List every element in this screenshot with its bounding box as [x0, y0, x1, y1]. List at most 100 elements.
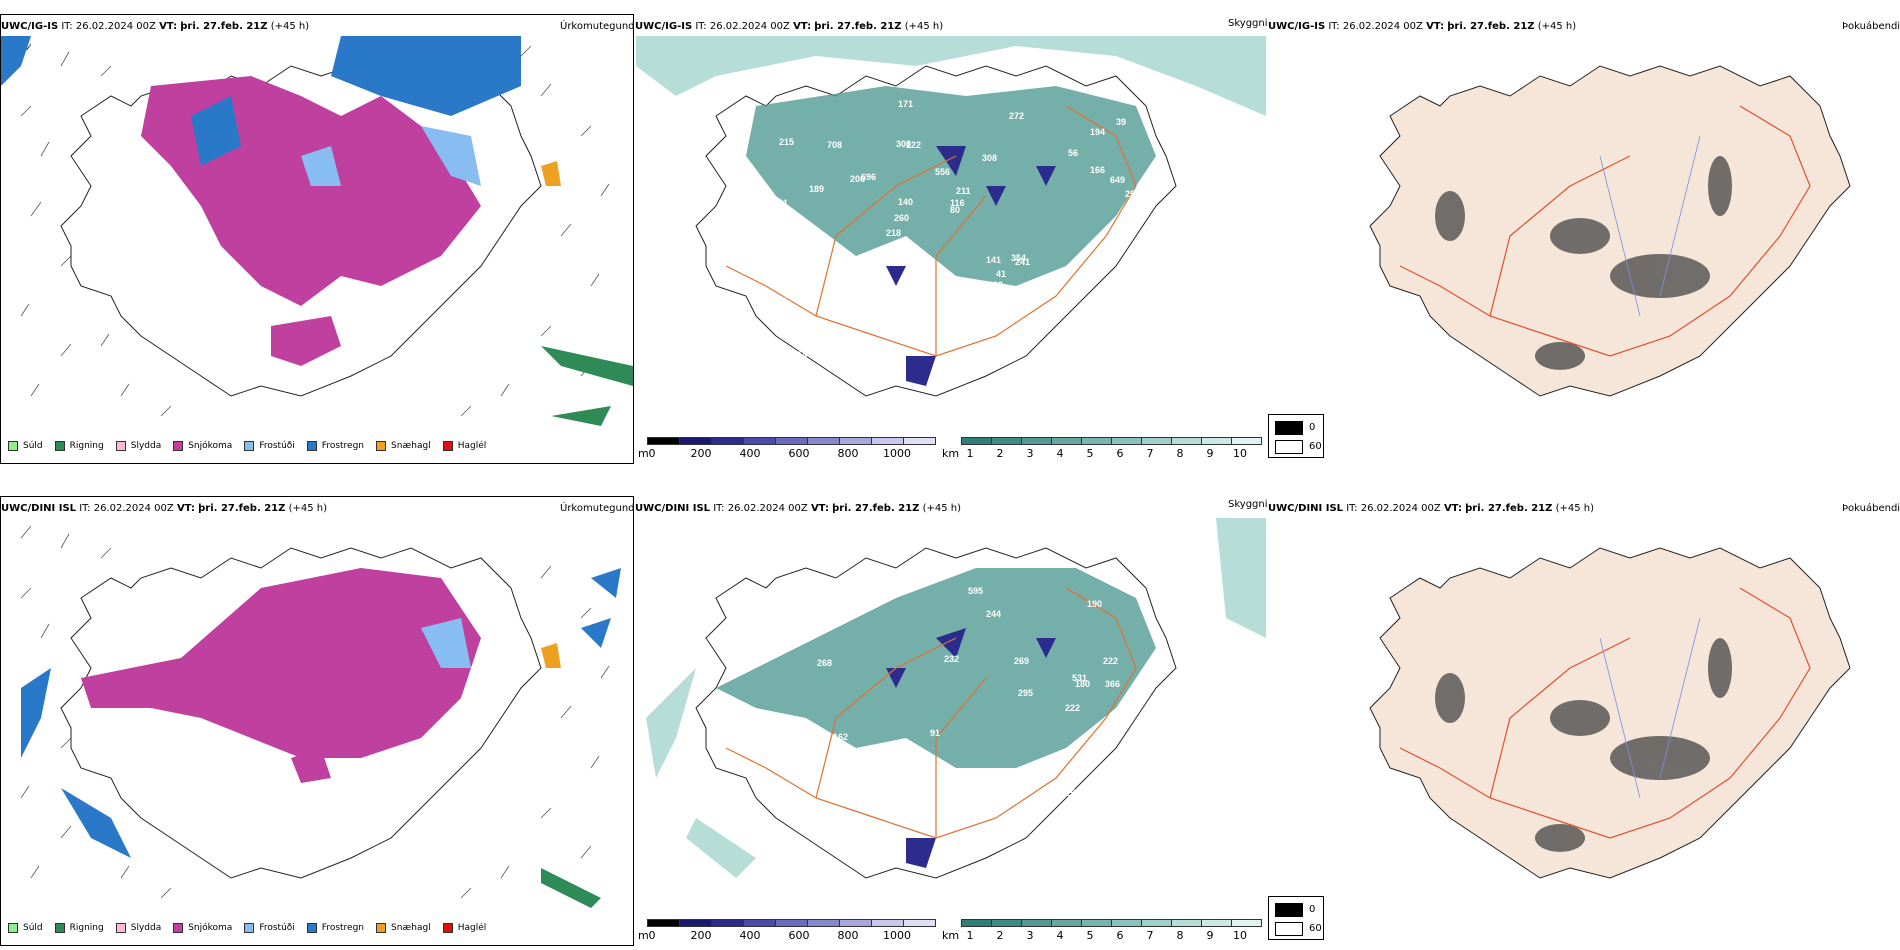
tick-label: 1 — [966, 447, 974, 460]
legend-item: Frostúði — [244, 923, 295, 933]
tick-label: 3 — [1026, 447, 1034, 460]
colorbar-segment — [1111, 437, 1142, 445]
tick-label: 9 — [1206, 447, 1214, 460]
cloudbase-label: 171 — [898, 99, 913, 109]
cloudbase-label: 166 — [1090, 165, 1105, 175]
cloudbase-label: 222 — [1065, 703, 1080, 713]
cloudbase-label: 162 — [833, 732, 848, 742]
cloudbase-ticks-row1: m 0 200 400 600 800 1000 — [634, 447, 934, 461]
fog-value: 60 — [1309, 923, 1322, 934]
cloudbase-label: 649 — [1110, 175, 1125, 185]
legend-swatch — [244, 923, 255, 933]
row1-precip-title: Úrkomutegund — [560, 21, 635, 32]
colorbar-segment — [1141, 919, 1172, 927]
cloudbase-label: 257 — [761, 351, 776, 361]
visibility-map-row1 — [636, 36, 1266, 397]
legend-item: Haglél — [442, 923, 487, 933]
fog-swatch-white — [1275, 440, 1303, 454]
legend-label: Snæhagl — [391, 441, 431, 451]
low-visibility-area — [746, 86, 1156, 286]
snowfall-south — [291, 748, 331, 783]
legend-label: Frostregn — [321, 923, 365, 933]
legend-swatch — [442, 441, 453, 451]
fog-value: 60 — [1309, 441, 1322, 452]
iceland-land — [1369, 65, 1851, 397]
fog-haze-area — [636, 36, 1266, 116]
cloudbase-colorbar-row1 — [647, 437, 936, 445]
tick-label: 8 — [1176, 929, 1184, 942]
cloudbase-label: 643 — [900, 318, 915, 328]
visibility-colorbar-row2 — [961, 919, 1262, 927]
cloudbase-label: 310 — [757, 333, 772, 343]
cloudbase-label: 190 — [1087, 599, 1102, 609]
cloudbase-label: 335 — [768, 725, 783, 735]
cloudbase-label: 94 — [1082, 752, 1092, 762]
freezing-rain-area — [1, 36, 521, 166]
legend-item: Rigning — [54, 923, 104, 933]
cloudbase-label: 118 — [858, 841, 873, 851]
cloudbase-label: 531 — [1072, 673, 1087, 683]
legend-label: Rigning — [69, 441, 104, 451]
cloudbase-label: 165 — [1079, 315, 1094, 325]
legend-swatch — [54, 923, 65, 933]
colorbar-segment — [1081, 437, 1112, 445]
cloudbase-label: 141 — [986, 255, 1001, 265]
tick-label: 1000 — [883, 929, 911, 942]
cloudbase-label: 189 — [809, 184, 824, 194]
colorbar-segment — [903, 919, 936, 927]
cloudbase-label: 111 — [828, 342, 842, 352]
fog-legend-row1: 0 60 — [1268, 414, 1324, 458]
row2-fog-title: Þokuábendi — [1842, 503, 1900, 514]
legend-swatch — [173, 923, 184, 933]
tick-label: 4 — [1056, 929, 1064, 942]
colorbar-segment — [1081, 919, 1112, 927]
tick-label: 6 — [1116, 447, 1124, 460]
fog-value: 0 — [1309, 422, 1316, 433]
freezing-drizzle-area — [421, 618, 471, 668]
cloudbase-label: 218 — [886, 228, 901, 238]
tick-label: 2 — [996, 929, 1004, 942]
legend-label: Slydda — [130, 923, 162, 933]
cloudbase-label: 206 — [850, 174, 865, 184]
legend-label: Súld — [23, 923, 43, 933]
tick-label: 3 — [1026, 929, 1034, 942]
snow-pellets-area — [541, 161, 561, 186]
legend-swatch — [306, 923, 317, 933]
cloudbase-label: 708 — [827, 140, 842, 150]
colorbar-segment — [1021, 437, 1052, 445]
cloudbase-label: 80 — [950, 205, 960, 215]
tick-label: 0 — [648, 929, 656, 942]
legend-label: Snjókoma — [188, 441, 233, 451]
colorbar-segment — [1171, 437, 1202, 445]
rivers — [1599, 135, 1701, 317]
fog-index-dark — [1435, 156, 1732, 370]
colorbar-segment — [775, 437, 808, 445]
tick-label: 400 — [739, 447, 761, 460]
cloudbase-label: 354 — [1011, 253, 1026, 263]
colorbar-segment — [1141, 437, 1172, 445]
legend-swatch — [173, 441, 184, 451]
cloudbase-label: 275 — [855, 798, 870, 808]
cloudbase-label: 260 — [894, 213, 909, 223]
row2-vis-header: UWC/DINI ISL IT: 26.02.2024 00Z VT: þri.… — [635, 503, 962, 514]
tick-label: 1000 — [883, 447, 911, 460]
legend-label: Haglél — [457, 923, 487, 933]
colorbar-segment — [1201, 919, 1232, 927]
cloudbase-label: 148 — [775, 729, 790, 739]
cloudbase-label: 39 — [1116, 117, 1126, 127]
freezing-drizzle-area — [301, 126, 481, 186]
cloudbase-label: 212 — [1053, 345, 1068, 355]
tick-label: 10 — [1233, 447, 1247, 460]
row1-vis-header: UWC/IG-IS IT: 26.02.2024 00Z VT: þri. 27… — [635, 21, 944, 32]
unit-label: m — [638, 447, 649, 460]
legend-swatch — [115, 923, 126, 933]
tick-label: 2 — [996, 447, 1004, 460]
cloudbase-label: 168 — [974, 830, 989, 840]
cloudbase-label: 48 — [775, 296, 785, 306]
legend-item: Snjókoma — [173, 441, 232, 451]
cloudbase-label: 269 — [1014, 656, 1029, 666]
legend-item: Snæhagl — [376, 441, 431, 451]
legend-swatch — [376, 923, 387, 933]
tick-label: 5 — [1086, 447, 1094, 460]
cloudbase-label: 180 — [1075, 679, 1090, 689]
